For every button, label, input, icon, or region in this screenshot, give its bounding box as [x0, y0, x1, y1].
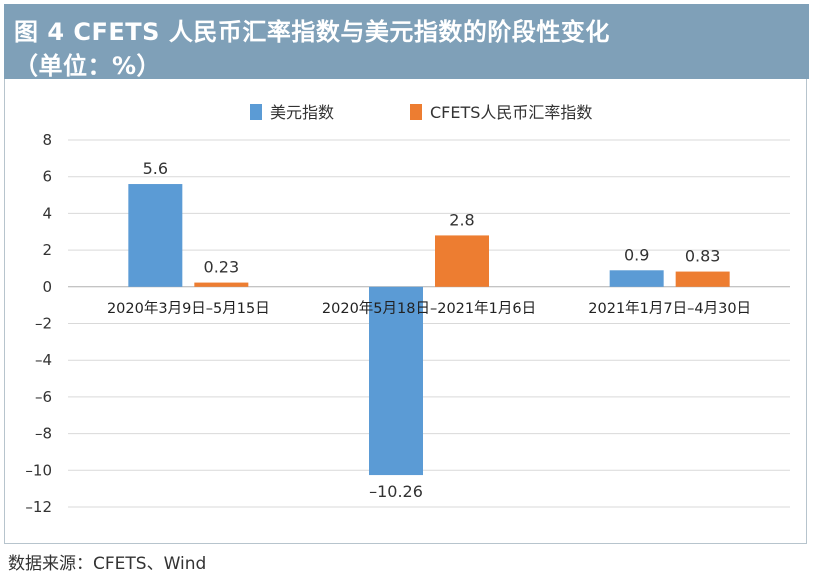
bar-usd-index [369, 286, 423, 476]
y-axis-ticks: 8 6 4 2 0 –2 –4 –6 –8 –10 –12 [25, 131, 52, 516]
legend-swatch [410, 104, 422, 120]
data-label: –10.26 [369, 482, 423, 501]
legend: 美元指数 CFETS人民币汇率指数 [250, 103, 592, 122]
data-label: 0.23 [204, 258, 240, 277]
y-tick-label: –8 [35, 425, 52, 443]
y-tick-label: –10 [25, 461, 52, 479]
y-tick-label: 2 [42, 241, 52, 259]
bar-usd-index [128, 184, 183, 287]
data-label: 0.9 [624, 245, 649, 264]
legend-label: 美元指数 [270, 103, 334, 122]
y-tick-label: –6 [35, 388, 52, 406]
bar-cfets-index [194, 282, 249, 287]
title-banner: 图 4 CFETS 人民币汇率指数与美元指数的阶段性变化 （单位：%） [4, 4, 809, 80]
legend-swatch [250, 104, 262, 120]
y-tick-label: 8 [42, 131, 52, 149]
data-label: 5.6 [143, 159, 168, 178]
y-tick-label: 6 [42, 168, 52, 186]
data-label: 2.8 [449, 210, 474, 229]
y-tick-label: –4 [35, 351, 52, 369]
y-tick-label: 4 [42, 204, 52, 222]
bar-cfets-index [435, 235, 489, 287]
bars [128, 184, 730, 476]
y-tick-label: –12 [25, 498, 52, 516]
gridlines [68, 139, 790, 508]
legend-label: CFETS人民币汇率指数 [430, 103, 592, 122]
bar-cfets-index [675, 271, 730, 287]
chart-unit: （单位：%） [14, 52, 162, 80]
y-tick-label: 0 [42, 278, 52, 296]
data-label: 0.83 [685, 247, 721, 266]
bar-usd-index [609, 270, 664, 287]
data-source-note: 数据来源：CFETS、Wind [8, 554, 207, 574]
category-label: 2021年1月7日–4月30日 [588, 300, 751, 317]
y-tick-label: –2 [35, 315, 52, 333]
category-label: 2020年5月18日–2021年1月6日 [322, 300, 536, 317]
category-labels: 2020年3月9日–5月15日 2020年5月18日–2021年1月6日 2021年… [107, 300, 751, 317]
category-label: 2020年3月9日–5月15日 [107, 300, 270, 317]
chart-title: 图 4 CFETS 人民币汇率指数与美元指数的阶段性变化 [14, 18, 610, 46]
data-labels: 5.6 0.23 –10.26 2.8 0.9 0.83 [143, 159, 721, 501]
